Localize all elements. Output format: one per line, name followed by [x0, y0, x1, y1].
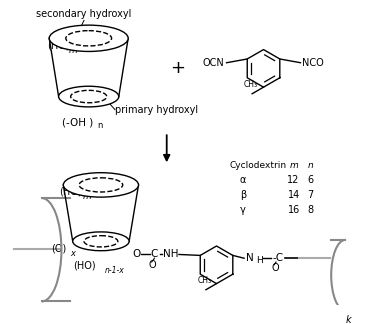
Ellipse shape	[58, 86, 119, 107]
Text: m: m	[69, 46, 78, 55]
Text: primary hydroxyl: primary hydroxyl	[115, 105, 198, 115]
Text: 6: 6	[307, 175, 313, 185]
Text: 14: 14	[288, 190, 300, 200]
Text: NH: NH	[163, 249, 178, 260]
Text: 16: 16	[288, 205, 300, 215]
Text: γ: γ	[240, 205, 246, 215]
Text: n: n	[308, 161, 313, 170]
Text: secondary hydroxyl: secondary hydroxyl	[36, 9, 132, 19]
Text: Cyclodextrin: Cyclodextrin	[230, 161, 287, 170]
Text: (HO): (HO)	[47, 41, 70, 51]
Text: (O): (O)	[51, 244, 66, 254]
Text: n: n	[97, 121, 103, 130]
Text: O: O	[271, 263, 279, 272]
Ellipse shape	[63, 173, 139, 197]
Text: 7: 7	[307, 190, 313, 200]
Text: m: m	[83, 192, 92, 201]
Text: 12: 12	[288, 175, 300, 185]
Text: O: O	[132, 249, 141, 260]
Text: 8: 8	[307, 205, 313, 215]
Text: n-1-x: n-1-x	[104, 266, 125, 275]
Text: (-OH ): (-OH )	[62, 118, 93, 128]
Text: H: H	[256, 256, 262, 265]
Text: α: α	[240, 175, 246, 185]
Text: m: m	[289, 161, 298, 170]
Text: x: x	[70, 249, 75, 258]
Text: N: N	[246, 253, 253, 263]
Text: (HO): (HO)	[60, 187, 82, 196]
Ellipse shape	[73, 232, 129, 251]
Ellipse shape	[49, 25, 128, 52]
Text: NCO: NCO	[302, 58, 324, 68]
Text: CH₃: CH₃	[198, 276, 212, 285]
Text: β: β	[240, 190, 246, 200]
Text: -C: -C	[272, 253, 283, 263]
Text: (HO): (HO)	[73, 261, 95, 271]
Text: +: +	[171, 59, 185, 77]
Text: C: C	[151, 249, 158, 260]
Text: OCN: OCN	[203, 58, 225, 68]
Text: k: k	[345, 315, 351, 324]
Text: CH₃: CH₃	[243, 80, 257, 89]
Text: O: O	[149, 260, 156, 270]
